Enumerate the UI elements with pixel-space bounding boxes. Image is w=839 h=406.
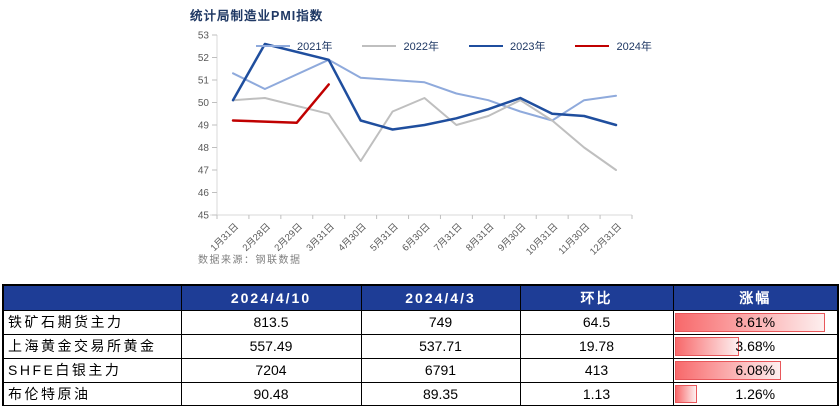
series-line-2022年: [232, 97, 617, 171]
legend-item-2022年: 2022年: [362, 38, 439, 54]
x-axis-label: 11月30日: [557, 221, 593, 257]
header-date-previous: 2024/4/3: [360, 284, 521, 311]
increase-data-bar: [674, 336, 739, 356]
y-axis-label: 51: [198, 76, 210, 87]
increase-pct: 6.08%: [735, 362, 776, 378]
silver-current: 7204: [180, 357, 362, 383]
y-axis-label: 52: [198, 53, 210, 64]
y-axis-label: 45: [198, 211, 210, 222]
header-date-current: 2024/4/10: [180, 284, 362, 311]
commodity-quote-table: 2024/4/10 2024/4/3 环比 涨幅 铁矿石期货主力 813.5 7…: [2, 284, 839, 406]
table-row: 上海黄金交易所黄金 557.49 537.71 19.78 3.68%: [2, 333, 839, 359]
increase-pct: 1.26%: [735, 385, 776, 402]
y-axis-label: 46: [198, 188, 210, 199]
legend-item-2024年: 2024年: [575, 38, 652, 54]
gold-previous: 537.71: [360, 333, 521, 359]
y-axis-label: 48: [198, 143, 210, 154]
x-axis-label: 9月30日: [496, 221, 528, 253]
legend-label: 2021年: [297, 41, 333, 53]
x-axis-label: 7月31日: [432, 221, 464, 253]
silver-previous: 6791: [360, 357, 521, 383]
silver-change: 413: [519, 357, 674, 383]
chart-title: 统计局制造业PMI指数: [190, 9, 324, 23]
x-axis-label: 1月31日: [209, 221, 241, 253]
increase-data-bar: [674, 312, 825, 332]
x-axis-label: 2月29日: [273, 221, 305, 253]
series-line-2021年: [232, 58, 617, 122]
x-axis-label: 10月31日: [524, 221, 560, 257]
header-blank: [2, 284, 182, 311]
data-source-note: 数据来源：钢联数据: [198, 255, 302, 266]
iron-ore-previous: 749: [360, 309, 521, 335]
x-axis-label: 5月31日: [368, 221, 400, 253]
legend-label: 2024年: [616, 41, 652, 53]
table-row: 铁矿石期货主力 813.5 749 64.5 8.61%: [2, 309, 839, 335]
x-axis-label: 2月28日: [241, 221, 273, 253]
brent-increase-cell: 1.26%: [672, 381, 839, 406]
x-axis-label: 6月30日: [400, 221, 432, 253]
pmi-chart-section: 统计局制造业PMI指数 45 46 47 48 49 50 51 52 53 1月31日 2月28日…: [190, 9, 652, 266]
header-increase-pct: 涨幅: [672, 284, 839, 311]
y-axis-label: 50: [198, 98, 210, 109]
table-row: SHFE白银主力 7204 6791 413 6.08%: [2, 357, 839, 383]
y-axis-label: 49: [198, 121, 210, 132]
x-axis-label: 3月31日: [304, 221, 336, 253]
legend-line-swatch: [362, 45, 397, 47]
x-axis-label: 4月30日: [336, 221, 368, 253]
row-label-iron-ore: 铁矿石期货主力: [2, 309, 182, 335]
y-axis-label: 47: [198, 166, 210, 177]
legend-label: 2023年: [509, 41, 546, 53]
iron-ore-increase-cell: 8.61%: [672, 309, 839, 335]
legend-line-swatch: [575, 45, 610, 47]
legend-line-swatch: [468, 45, 503, 47]
brent-change: 1.13: [519, 381, 674, 406]
brent-previous: 89.35: [360, 381, 521, 406]
chart-legend: 2021年 2022年 2023年 2024年: [256, 38, 652, 54]
series-line-2024年: [231, 83, 330, 124]
increase-data-bar: [674, 360, 781, 380]
x-axis-label: 8月31日: [464, 221, 496, 253]
table-header-row: 2024/4/10 2024/4/3 环比 涨幅: [2, 284, 839, 311]
series-line-2023年: [231, 42, 618, 131]
increase-pct: 8.61%: [735, 314, 776, 330]
header-change: 环比: [519, 284, 674, 311]
iron-ore-current: 813.5: [180, 309, 362, 335]
pmi-chart: 45 46 47 48 49 50 51 52 53 1月31日 2月28日 2月29日 3月31日 4月…: [198, 31, 633, 258]
increase-data-bar: [674, 384, 697, 403]
increase-pct: 3.68%: [735, 338, 776, 354]
gold-current: 557.49: [180, 333, 362, 359]
iron-ore-change: 64.5: [519, 309, 674, 335]
gold-change: 19.78: [519, 333, 674, 359]
legend-item-2023年: 2023年: [468, 38, 546, 54]
legend-item-2021年: 2021年: [256, 38, 332, 54]
gold-increase-cell: 3.68%: [672, 333, 839, 359]
silver-increase-cell: 6.08%: [672, 357, 839, 383]
row-label-brent-crude: 布伦特原油: [2, 381, 182, 406]
table-row: 布伦特原油 90.48 89.35 1.13 1.26%: [2, 381, 839, 406]
y-axis-label: 53: [198, 31, 210, 42]
x-axis-label: 12月31日: [588, 221, 624, 257]
brent-current: 90.48: [180, 381, 362, 406]
row-label-shfe-silver: SHFE白银主力: [2, 357, 182, 383]
row-label-shanghai-gold: 上海黄金交易所黄金: [2, 333, 182, 359]
legend-line-swatch: [256, 45, 290, 47]
legend-label: 2022年: [403, 41, 439, 53]
